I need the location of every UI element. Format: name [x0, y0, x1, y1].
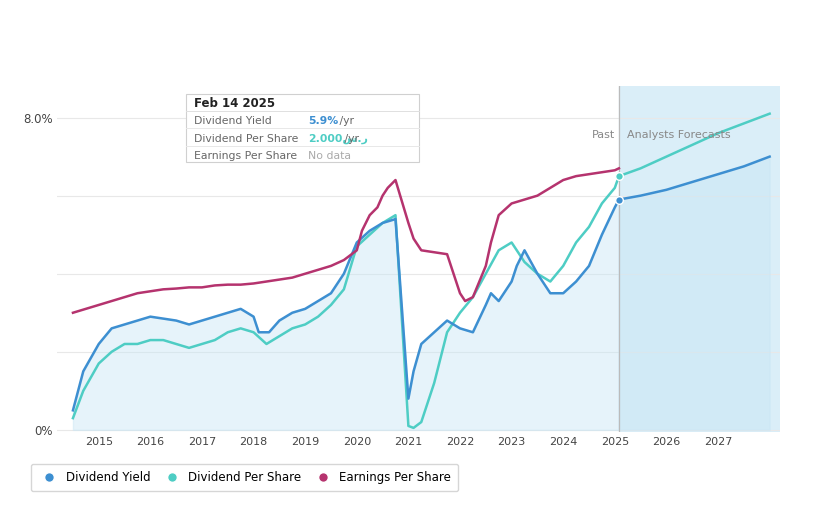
Text: Analysts Forecasts: Analysts Forecasts	[626, 130, 731, 140]
Text: No data: No data	[308, 151, 351, 161]
Legend: Dividend Yield, Dividend Per Share, Earnings Per Share: Dividend Yield, Dividend Per Share, Earn…	[30, 464, 458, 491]
Text: 5.9%: 5.9%	[308, 116, 338, 126]
Text: Feb 14 2025: Feb 14 2025	[195, 98, 275, 110]
Bar	[619, 86, 780, 432]
Text: Earnings Per Share: Earnings Per Share	[195, 151, 297, 161]
Text: 2.000س.ر: 2.000س.ر	[308, 134, 368, 144]
Text: /yr: /yr	[342, 134, 360, 144]
Text: /yr: /yr	[336, 116, 354, 126]
FancyBboxPatch shape	[186, 94, 419, 163]
Text: Dividend Per Share: Dividend Per Share	[195, 134, 299, 144]
Text: Past: Past	[592, 130, 615, 140]
Text: Dividend Yield: Dividend Yield	[195, 116, 272, 126]
